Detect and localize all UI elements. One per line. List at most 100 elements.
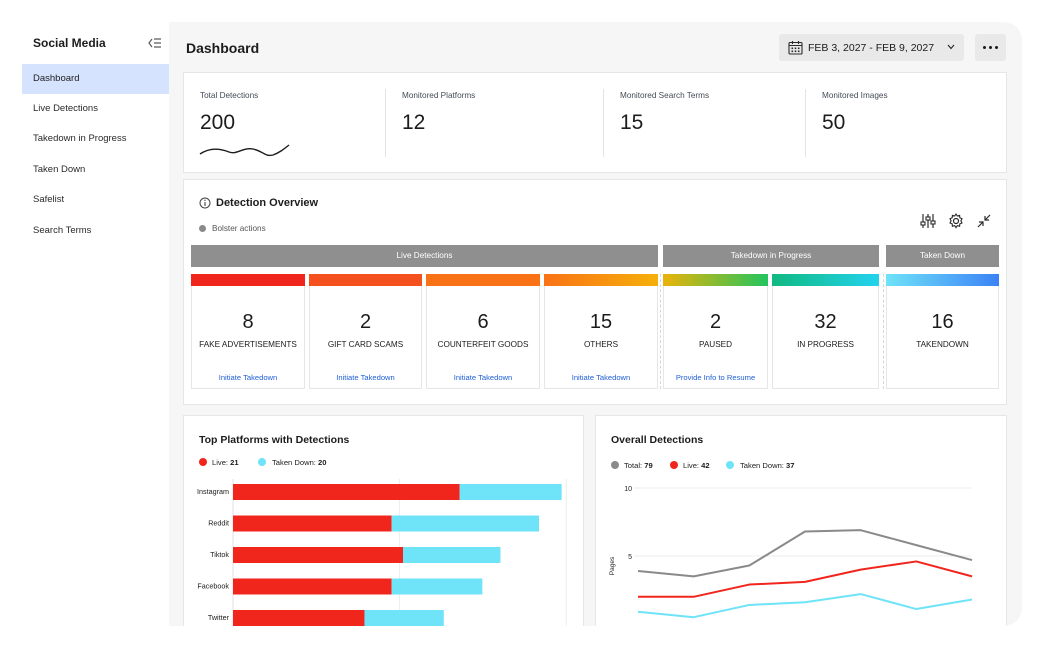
legend-taken-down-total: 20: [318, 458, 327, 467]
gear-icon[interactable]: [947, 212, 965, 230]
kpi-label: Total Detections: [200, 91, 259, 100]
tile-caption: OTHERS: [583, 340, 619, 349]
filter-sliders-icon[interactable]: [919, 212, 937, 230]
bar-taken-down[interactable]: [403, 547, 501, 563]
top-platforms-title: Top Platforms with Detections: [199, 434, 350, 446]
kpi-label: Monitored Platforms: [402, 91, 476, 100]
bar-live[interactable]: [233, 578, 392, 595]
bar-taken-down[interactable]: [459, 484, 562, 500]
kpi-value: 50: [822, 111, 846, 134]
initiate-takedown-link[interactable]: Initiate Takedown: [336, 373, 395, 382]
top-platforms-card: Top Platforms with Detections Live: 21 T…: [183, 415, 584, 626]
main-content: Dashboard FEB 3, 2027 - FEB 9, 2027: [169, 22, 1022, 626]
sidebar-item-safelist[interactable]: Safelist: [33, 194, 65, 205]
app-frame: Social Media Dashboard Live Detections T…: [22, 22, 1022, 626]
tile-caption: IN PROGRESS: [797, 340, 854, 349]
tile-color-bar: [426, 274, 540, 286]
kpi-value: 15: [620, 111, 644, 134]
legend-taken-down-name: Taken Down:: [272, 458, 316, 467]
bar-live[interactable]: [233, 484, 460, 500]
legend-dot-taken-down: [726, 461, 734, 469]
sidebar-item-takedown-in-progress[interactable]: Takedown in Progress: [33, 133, 127, 144]
legend-dot-taken-down: [258, 458, 266, 466]
sidebar-item-taken-down[interactable]: Taken Down: [33, 164, 86, 175]
sidebar-item-dashboard[interactable]: Dashboard: [22, 64, 169, 94]
info-icon[interactable]: [199, 197, 211, 209]
group-header-taken-down: Taken Down: [886, 245, 999, 267]
legend-live-total: 21: [230, 458, 239, 467]
line-series-taken-down: [637, 593, 973, 619]
tile-caption: PAUSED: [698, 340, 733, 349]
kpi-monitored-search-terms: Monitored Search Terms 15: [604, 73, 805, 173]
legend-live-name: Live:: [683, 461, 700, 470]
initiate-takedown-link[interactable]: Initiate Takedown: [571, 373, 631, 382]
collapse-sidebar-icon[interactable]: [146, 35, 162, 51]
sidebar-title: Social Media: [33, 36, 106, 50]
legend-dot-total: [611, 461, 619, 469]
kpi-divider: [385, 89, 386, 157]
legend-live-value: 42: [701, 461, 710, 470]
kpi-value: 12: [402, 111, 426, 134]
group-separator: [660, 274, 661, 389]
tile-in-progress[interactable]: 32 IN PROGRESS: [772, 274, 879, 389]
line-series-live: [638, 560, 973, 598]
tile-counterfeit-goods[interactable]: 6 COUNTERFEIT GOODS Initiate Takedown: [426, 274, 540, 389]
more-options-button[interactable]: [975, 34, 1006, 61]
sparkline-icon: [199, 144, 290, 157]
tile-value: 8: [242, 311, 254, 333]
sidebar-item-search-terms[interactable]: Search Terms: [33, 225, 92, 236]
kpi-monitored-images: Monitored Images 50: [806, 73, 1006, 173]
more-icon-dot: [989, 46, 992, 49]
legend-live: Live: 42: [683, 461, 710, 470]
initiate-takedown-link[interactable]: Initiate Takedown: [218, 373, 278, 382]
tile-caption: GIFT CARD SCAMS: [327, 340, 404, 349]
bar-taken-down[interactable]: [391, 515, 539, 532]
tile-color-bar: [772, 274, 879, 286]
detection-overview-title: Detection Overview: [216, 197, 319, 209]
provide-info-to-resume-link[interactable]: Provide Info to Resume: [675, 373, 756, 382]
tile-value: 2: [359, 311, 372, 333]
bar-live[interactable]: [233, 547, 403, 563]
initiate-takedown-link[interactable]: Initiate Takedown: [453, 373, 513, 382]
bar-taken-down[interactable]: [364, 610, 444, 626]
bolster-actions-legend: Bolster actions: [212, 224, 266, 233]
bar-live[interactable]: [233, 515, 392, 532]
bar-taken-down[interactable]: [391, 578, 483, 595]
tile-others[interactable]: 15 OTHERS Initiate Takedown: [544, 274, 658, 389]
overall-detections-title: Overall Detections: [611, 434, 704, 446]
kpi-label: Monitored Search Terms: [620, 91, 710, 100]
date-range-picker[interactable]: FEB 3, 2027 - FEB 9, 2027: [779, 34, 964, 61]
tile-takendown[interactable]: 16 TAKENDOWN: [886, 274, 999, 389]
bar-live[interactable]: [233, 610, 365, 626]
tile-value: 2: [709, 311, 722, 333]
chevron-down-icon: [947, 44, 955, 50]
legend-live-name: Live:: [212, 458, 229, 467]
more-icon-dot: [983, 46, 986, 49]
platforms-bar-chart: Instagram Reddit Tiktok Facebook Twitter: [197, 479, 567, 626]
page-title: Dashboard: [186, 40, 260, 56]
legend-dot-live: [199, 458, 207, 466]
tile-value: 6: [477, 311, 489, 333]
group-header-takedown-in-progress: Takedown in Progress: [663, 245, 879, 267]
calendar-icon: [788, 41, 803, 55]
tile-paused[interactable]: 2 PAUSED Provide Info to Resume: [663, 274, 768, 389]
detection-overview-card: Detection Overview Bolster actions Live …: [183, 179, 1007, 405]
tile-color-bar: [309, 274, 422, 286]
bar-category-label: Reddit: [208, 519, 229, 528]
bar-category-label: Tiktok: [210, 550, 229, 559]
y-tick-label: 5: [628, 554, 632, 561]
group-header-live-detections: Live Detections: [191, 245, 658, 267]
tile-fake-advertisements[interactable]: 8 FAKE ADVERTISEMENTS Initiate Takedown: [191, 274, 305, 389]
tile-value: 32: [814, 311, 837, 333]
date-range-label: FEB 3, 2027 - FEB 9, 2027: [808, 42, 935, 54]
legend-taken-down-name: Taken Down:: [740, 461, 784, 470]
collapse-icon[interactable]: [975, 212, 993, 230]
y-axis-label: Pages: [609, 556, 616, 575]
kpi-monitored-platforms: Monitored Platforms 12: [386, 73, 603, 173]
line-series-total: [637, 529, 973, 578]
more-icon-dot: [995, 46, 998, 49]
tile-gift-card-scams[interactable]: 2 GIFT CARD SCAMS Initiate Takedown: [309, 274, 422, 389]
tile-caption: TAKENDOWN: [916, 340, 969, 349]
kpi-value: 200: [200, 111, 236, 134]
sidebar-item-live-detections[interactable]: Live Detections: [33, 103, 98, 114]
